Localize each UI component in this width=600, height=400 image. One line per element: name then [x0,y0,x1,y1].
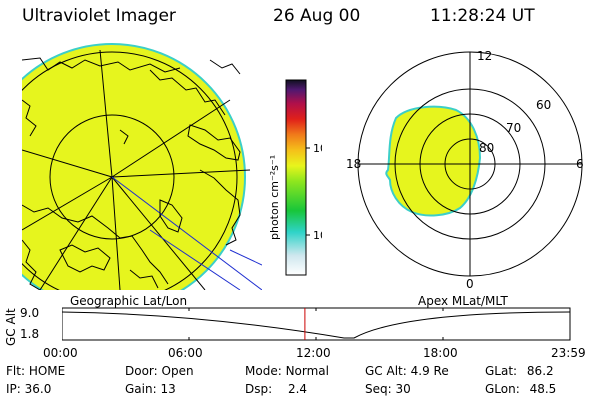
glon-value: 48.5 [529,382,557,396]
dsp-value: 2.4 [287,382,308,396]
mlat-label-80: 80 [479,141,494,155]
colorbar-tick-10: 10 [313,229,322,242]
door-label: Door: [125,364,158,378]
timeline-frame [62,307,571,341]
dsp-label: Dsp: [245,382,273,396]
mode-label: Mode: [245,364,282,378]
polar-panel-label: Apex MLat/MLT [418,294,508,308]
status-mode: Mode: Normal [245,364,329,378]
timeline-tick-0600: 06:00 [168,346,203,360]
colorbar-tick-100: 100 [313,142,322,155]
altitude-curve [62,311,571,339]
seq-value: 30 [395,382,411,396]
glon-label: GLon: [485,382,520,396]
status-glon: GLon: 48.5 [485,382,556,396]
door-value: Open [161,364,194,378]
instrument-title: Ultraviolet Imager [22,6,176,26]
timeline-ticks [188,308,444,340]
seq-label: Seq: [365,382,392,396]
status-seq: Seq: 30 [365,382,411,396]
status-glat: GLat: 86.2 [485,364,554,378]
timeline-tick-1800: 18:00 [423,346,458,360]
polar-plot: 12 18 6 0 60 70 80 [346,49,584,291]
timeline-y-low: 1.8 [20,327,40,341]
glat-value: 86.2 [526,364,554,378]
gcalt-value: 4.9 Re [410,364,449,378]
gain-label: Gain: [125,382,157,396]
gcalt-label: GC Alt: [365,364,407,378]
mlt-label-18: 18 [346,157,361,171]
geographic-map [22,43,262,290]
status-gcalt: GC Alt: 4.9 Re [365,364,449,378]
status-gain: Gain: 13 [125,382,176,396]
filter-value: HOME [28,364,66,378]
mlat-label-70: 70 [506,121,521,135]
colorbar-unit-label: photon cm⁻²s⁻¹ [268,155,281,240]
status-door: Door: Open [125,364,194,378]
latitude-circle [49,114,175,240]
colorbar: 100 10 photon cm⁻²s⁻¹ [268,79,322,276]
ip-value: 36.0 [24,382,52,396]
geo-panel-label: Geographic Lat/Lon [70,294,188,308]
timeline-tick-2359: 23:59 [551,346,586,360]
coastlines [22,57,241,290]
timeline-axis-label: GC Alt [4,308,18,346]
polar-grid [357,51,583,277]
latitude-circle [22,51,238,290]
filter-label: Flt: [6,364,25,378]
mlt-label-6: 6 [576,157,584,171]
timeline-y-high: 9.0 [20,306,40,320]
image-date: 26 Aug 00 [273,6,361,26]
orbit-timeline[interactable] [62,306,574,348]
mode-value: Normal [285,364,329,378]
aurora-image-disc [22,43,246,290]
auroral-oval [385,105,482,217]
gain-value: 13 [160,382,176,396]
status-dsp: Dsp: 2.4 [245,382,307,396]
ip-label: IP: [6,382,21,396]
status-ip: IP: 36.0 [6,382,51,396]
glat-label: GLat: [485,364,518,378]
timeline-tick-1200: 12:00 [296,346,331,360]
mlt-label-0: 0 [466,277,474,291]
mlat-label-60: 60 [536,98,551,112]
mlt-label-12: 12 [477,49,492,63]
image-time: 11:28:24 UT [430,6,535,26]
colorbar-gradient [285,79,307,276]
projection-boundary-lines [111,176,262,290]
meridian-lines [22,49,251,290]
status-filter: Flt: HOME [6,364,65,378]
timeline-tick-0000: 00:00 [43,346,78,360]
